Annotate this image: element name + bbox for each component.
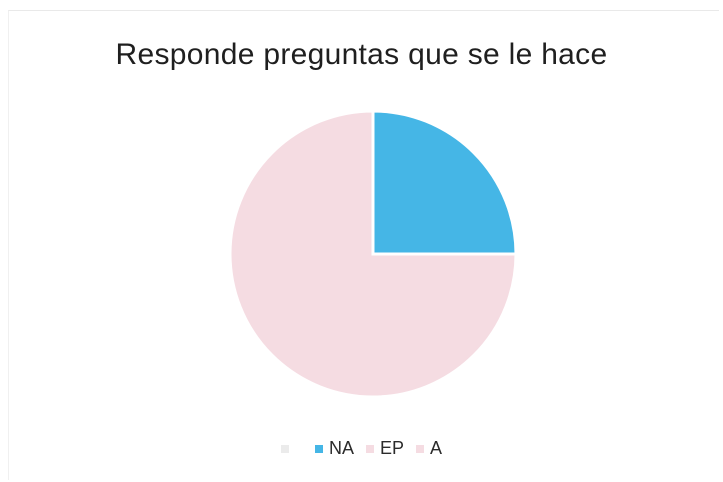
- chart-frame: [8, 10, 719, 480]
- legend-swatch: [416, 444, 424, 453]
- legend-item-unlabeled-0: [280, 444, 303, 453]
- pie-slice-na: [371, 109, 518, 256]
- legend-item-na: NA: [314, 438, 354, 459]
- legend-swatch: [314, 444, 323, 453]
- chart-legend: NA EP A: [0, 438, 723, 459]
- legend-swatch: [280, 444, 289, 453]
- legend-item-a: A: [416, 438, 442, 459]
- pie-slice-a: [228, 109, 518, 399]
- legend-swatch: [365, 444, 374, 453]
- legend-item-ep: EP: [365, 438, 404, 459]
- legend-label: EP: [379, 438, 404, 458]
- legend-label: A: [430, 438, 443, 458]
- legend-label: NA: [328, 438, 354, 458]
- chart-title: Responde preguntas que se le hace: [115, 38, 608, 71]
